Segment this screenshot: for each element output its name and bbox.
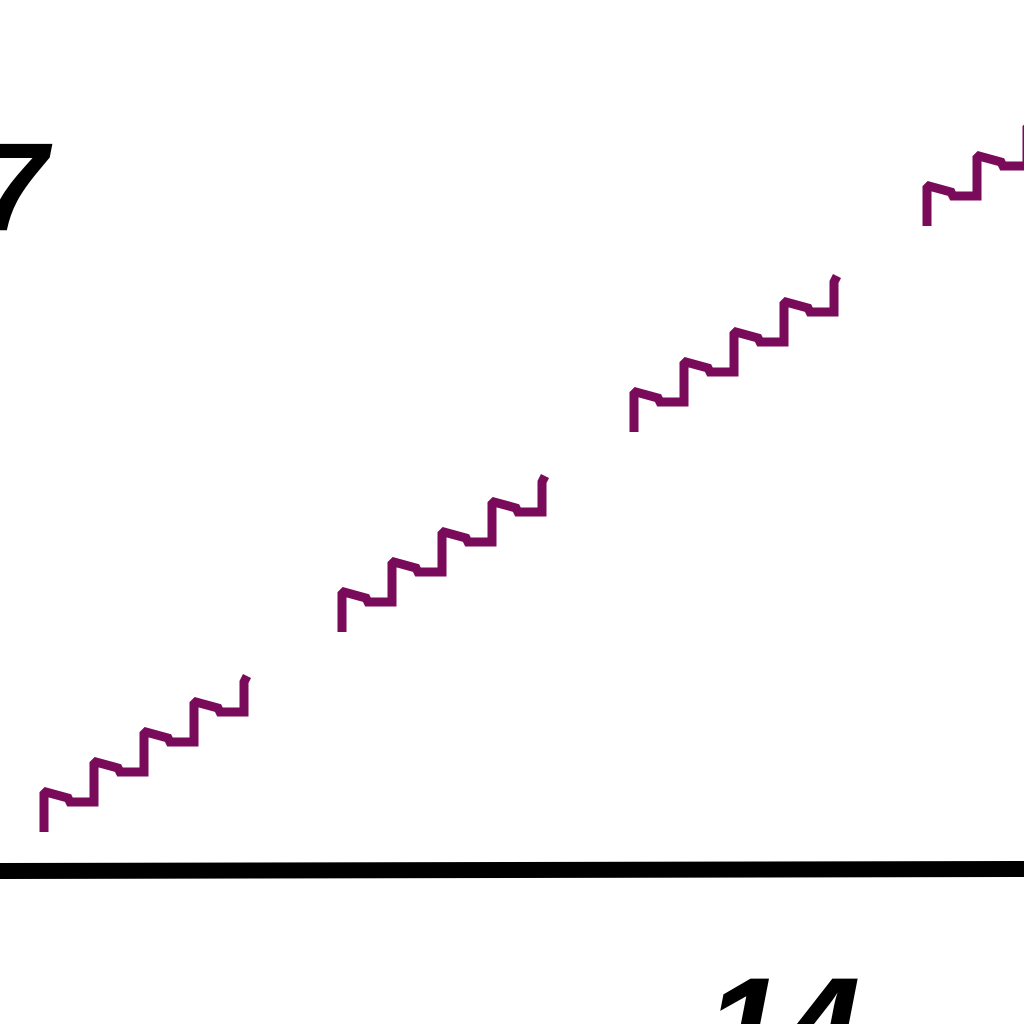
wavy-line: [629, 273, 842, 432]
axis-line: [0, 861, 1024, 879]
wavy-line: [39, 673, 252, 832]
number-label: 14: [705, 948, 861, 1024]
wavy-line: [337, 473, 550, 632]
wavy-line: [922, 124, 1024, 226]
wavy-lines: [39, 124, 1024, 832]
number-label: 7: [0, 118, 53, 257]
